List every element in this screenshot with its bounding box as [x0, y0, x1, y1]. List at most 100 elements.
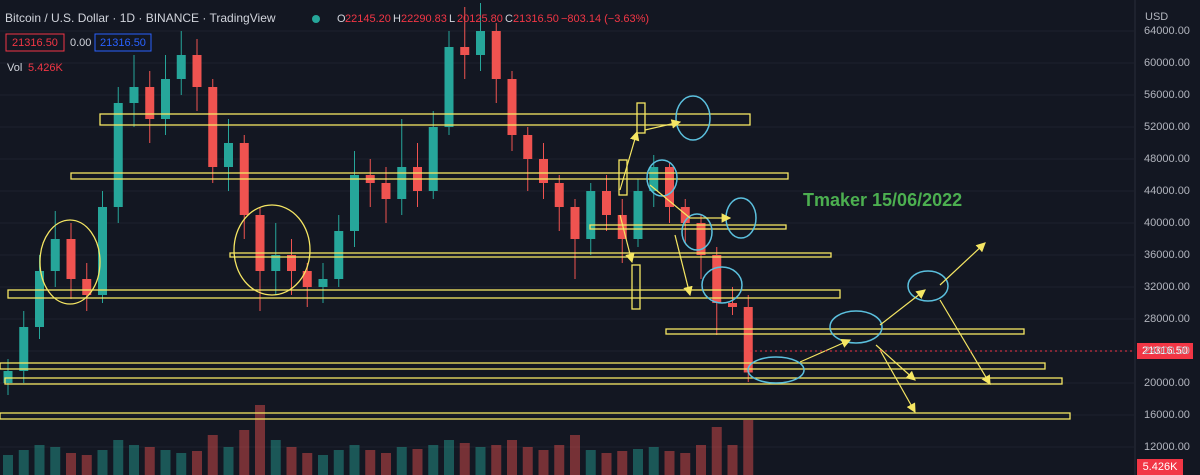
- buy-price[interactable]: 21316.50: [100, 37, 146, 49]
- price-box: [94, 33, 152, 52]
- candle-body: [602, 191, 611, 215]
- volume-bar: [743, 420, 754, 475]
- zone: [589, 224, 787, 230]
- volume-bar: [696, 445, 706, 475]
- y-tick-label: 40000.00: [1144, 217, 1190, 229]
- candle-body: [113, 103, 123, 207]
- legend: Bitcoin / U.S. Dollar · 1D · BINANCE · T…: [5, 11, 649, 74]
- y-tick-label: 36000.00: [1144, 249, 1190, 261]
- ohlc-label: C: [505, 13, 513, 25]
- price-axis: [1135, 0, 1200, 475]
- circle: [907, 270, 949, 302]
- candle-body: [66, 239, 76, 279]
- candle-body: [271, 255, 281, 271]
- volume-bar: [538, 450, 549, 475]
- candle-body: [82, 279, 92, 295]
- volume-bar: [617, 451, 628, 475]
- y-tick-label: 52000.00: [1144, 121, 1190, 133]
- volume-bar: [176, 453, 187, 475]
- y-tick-label: 20000.00: [1144, 377, 1190, 389]
- volume-bar: [412, 449, 423, 475]
- volume-bar: [302, 453, 313, 475]
- y-tick-label: 28000.00: [1144, 313, 1190, 325]
- volume-bar: [349, 445, 360, 475]
- volume-bar: [727, 445, 738, 475]
- candle-body: [302, 271, 312, 287]
- volume-bar: [50, 447, 61, 475]
- y-tick-label: 60000.00: [1144, 57, 1190, 69]
- candle-body: [523, 135, 533, 159]
- candle-body: [208, 87, 218, 167]
- candle-body: [19, 327, 29, 371]
- candle-body: [224, 143, 233, 167]
- annotation: Tmaker 15/06/2022: [803, 190, 962, 210]
- zone: [631, 264, 641, 310]
- currency[interactable]: USD: [1145, 11, 1168, 23]
- y-tick-label: 48000.00: [1144, 153, 1190, 165]
- spread: 0.00: [70, 37, 91, 49]
- volume-bar: [680, 453, 691, 475]
- candle-body: [460, 47, 470, 55]
- candle-body: [712, 255, 722, 303]
- candle-body: [728, 303, 737, 307]
- candle-body: [381, 183, 391, 199]
- volume-bar: [459, 443, 470, 475]
- candle-body: [539, 159, 548, 183]
- candle-body: [680, 207, 690, 223]
- zone: [4, 377, 1063, 385]
- y-tick-label: 32000.00: [1144, 281, 1190, 293]
- circle: [646, 159, 678, 197]
- volume-bar: [554, 445, 565, 475]
- volume-bar: [444, 440, 454, 475]
- ohlc-value: 21316.50: [513, 13, 559, 25]
- arrow: [939, 242, 986, 286]
- volume-bar: [207, 435, 218, 475]
- volume-bar: [318, 455, 328, 475]
- ohlc: O 22145.20 H 22290.83 L 20125.80 C 21316.50 −803…: [337, 13, 649, 25]
- candle-body: [192, 55, 202, 87]
- candle-body: [50, 239, 60, 271]
- candle-body: [318, 279, 328, 287]
- candle-body: [176, 55, 186, 79]
- candle-body: [743, 307, 753, 373]
- circle: [701, 266, 743, 304]
- candle-body: [161, 79, 170, 119]
- price-box: [5, 33, 65, 52]
- candle-body: [255, 215, 265, 271]
- circle: [681, 213, 713, 251]
- arrow: [644, 119, 682, 131]
- sell-price[interactable]: 21316.50: [12, 37, 58, 49]
- volume-bar: [66, 453, 76, 475]
- zone: [70, 172, 789, 180]
- candle-body: [586, 191, 596, 239]
- arrow: [879, 289, 926, 326]
- zone: [0, 362, 1046, 370]
- volume-value: 5.426K: [28, 62, 64, 74]
- candle-body: [696, 223, 706, 255]
- drawings: [0, 95, 1071, 420]
- volume-bar: [475, 447, 486, 475]
- ohlc-label: H: [393, 13, 401, 25]
- volume-bar: [192, 451, 202, 475]
- volume-bar: [286, 447, 297, 475]
- candle-body: [145, 87, 155, 119]
- candle-body: [35, 271, 44, 327]
- symbol-title: Bitcoin / U.S. Dollar · 1D · BINANCE · T…: [5, 11, 276, 25]
- candle-body: [617, 215, 627, 239]
- volume-bar: [365, 450, 376, 475]
- circle: [39, 219, 101, 305]
- ohlc-value: 22145.20: [345, 13, 391, 25]
- candle-body: [444, 47, 454, 127]
- volume-bar: [239, 430, 250, 475]
- volume-title: Vol: [7, 62, 22, 74]
- ohlc-value: 22290.83: [401, 13, 447, 25]
- volume-tag-label: 5.426K: [1143, 461, 1179, 473]
- arrow: [879, 349, 916, 414]
- zone: [229, 252, 832, 258]
- volume-bar: [18, 450, 29, 475]
- y-tick-label: 24000.00: [1144, 345, 1190, 357]
- ohlc-label: L: [449, 13, 455, 25]
- arrow: [939, 299, 991, 386]
- candle-body: [287, 255, 296, 271]
- zone: [7, 289, 841, 299]
